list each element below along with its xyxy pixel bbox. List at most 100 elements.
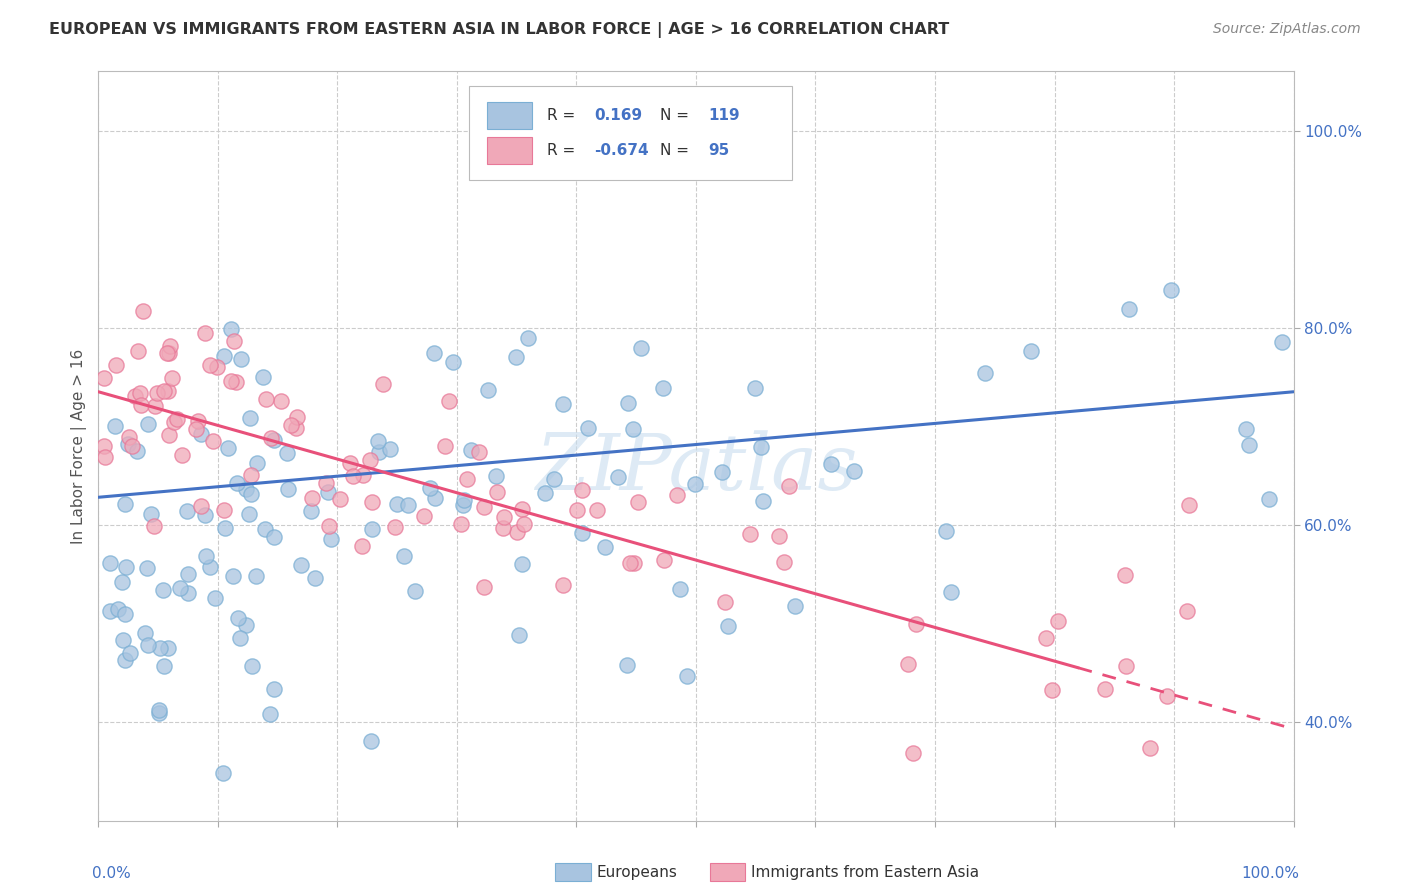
Point [195,549,218,563]
Point [98,603,122,617]
Point [176,504,198,518]
Point [211,766,233,780]
Point [214,521,236,535]
Point [492,521,515,535]
Text: Immigrants from Eastern Asia: Immigrants from Eastern Asia [751,865,979,880]
Point [245,456,267,470]
Point [359,453,381,467]
Point [316,485,339,500]
Point [565,503,588,517]
Point [785,599,807,613]
Point [494,510,516,524]
Point [505,350,527,364]
Point [127,344,149,359]
Point [773,555,796,569]
Point [205,359,228,374]
Point [553,578,575,592]
Point [543,472,565,486]
Point [235,482,257,496]
Point [371,376,394,391]
Point [901,746,924,760]
Point [177,586,200,600]
Point [1139,741,1161,756]
Point [606,470,628,484]
FancyBboxPatch shape [486,136,533,163]
Point [193,508,215,522]
Point [104,419,127,434]
Point [315,475,337,490]
Point [129,385,152,400]
Point [897,657,920,672]
Point [114,497,136,511]
Point [221,374,243,388]
Point [453,493,475,508]
Point [177,567,200,582]
Point [485,485,508,500]
Point [360,494,382,508]
Point [157,641,180,656]
Point [276,446,298,460]
Point [593,540,616,554]
Point [675,668,697,682]
Point [245,569,267,583]
Point [229,631,252,645]
Point [114,653,136,667]
Point [239,487,262,501]
Text: N =: N = [661,143,689,158]
Point [1257,491,1279,506]
Point [226,611,249,625]
Point [1046,615,1069,629]
Point [239,411,262,425]
Point [1237,438,1260,452]
Point [820,458,842,472]
Point [93,439,115,453]
Point [404,584,426,599]
Point [1271,334,1294,349]
Point [290,558,312,573]
Point [616,657,638,672]
Point [904,617,927,632]
Point [392,549,415,563]
Text: 119: 119 [709,108,740,123]
Point [194,326,217,341]
Point [221,321,243,335]
Point [485,469,508,483]
Point [280,417,302,432]
Point [506,524,529,539]
Point [1178,498,1201,512]
Point [939,585,962,599]
Point [162,415,184,429]
Point [571,483,593,498]
Point [134,626,156,640]
Point [1035,631,1057,645]
Point [242,658,264,673]
Point [1160,284,1182,298]
Point [1040,683,1063,698]
Point [385,498,408,512]
Point [412,508,434,523]
Point [105,359,128,373]
Point [118,647,141,661]
Point [152,582,174,597]
Point [170,448,193,462]
Point [768,529,790,543]
Point [141,507,163,521]
Point [226,476,249,491]
Text: 0.169: 0.169 [595,108,643,123]
Point [744,381,766,395]
Point [204,591,226,606]
Point [460,442,482,457]
Point [666,488,689,502]
Point [685,477,707,491]
Point [1234,422,1257,436]
Point [1156,689,1178,703]
Point [450,516,472,531]
Point [342,469,364,483]
Point [240,467,263,482]
Point [422,346,444,360]
Point [576,421,599,435]
Point [149,640,172,655]
Point [143,519,166,533]
Point [285,421,308,435]
Text: Europeans: Europeans [596,865,678,880]
